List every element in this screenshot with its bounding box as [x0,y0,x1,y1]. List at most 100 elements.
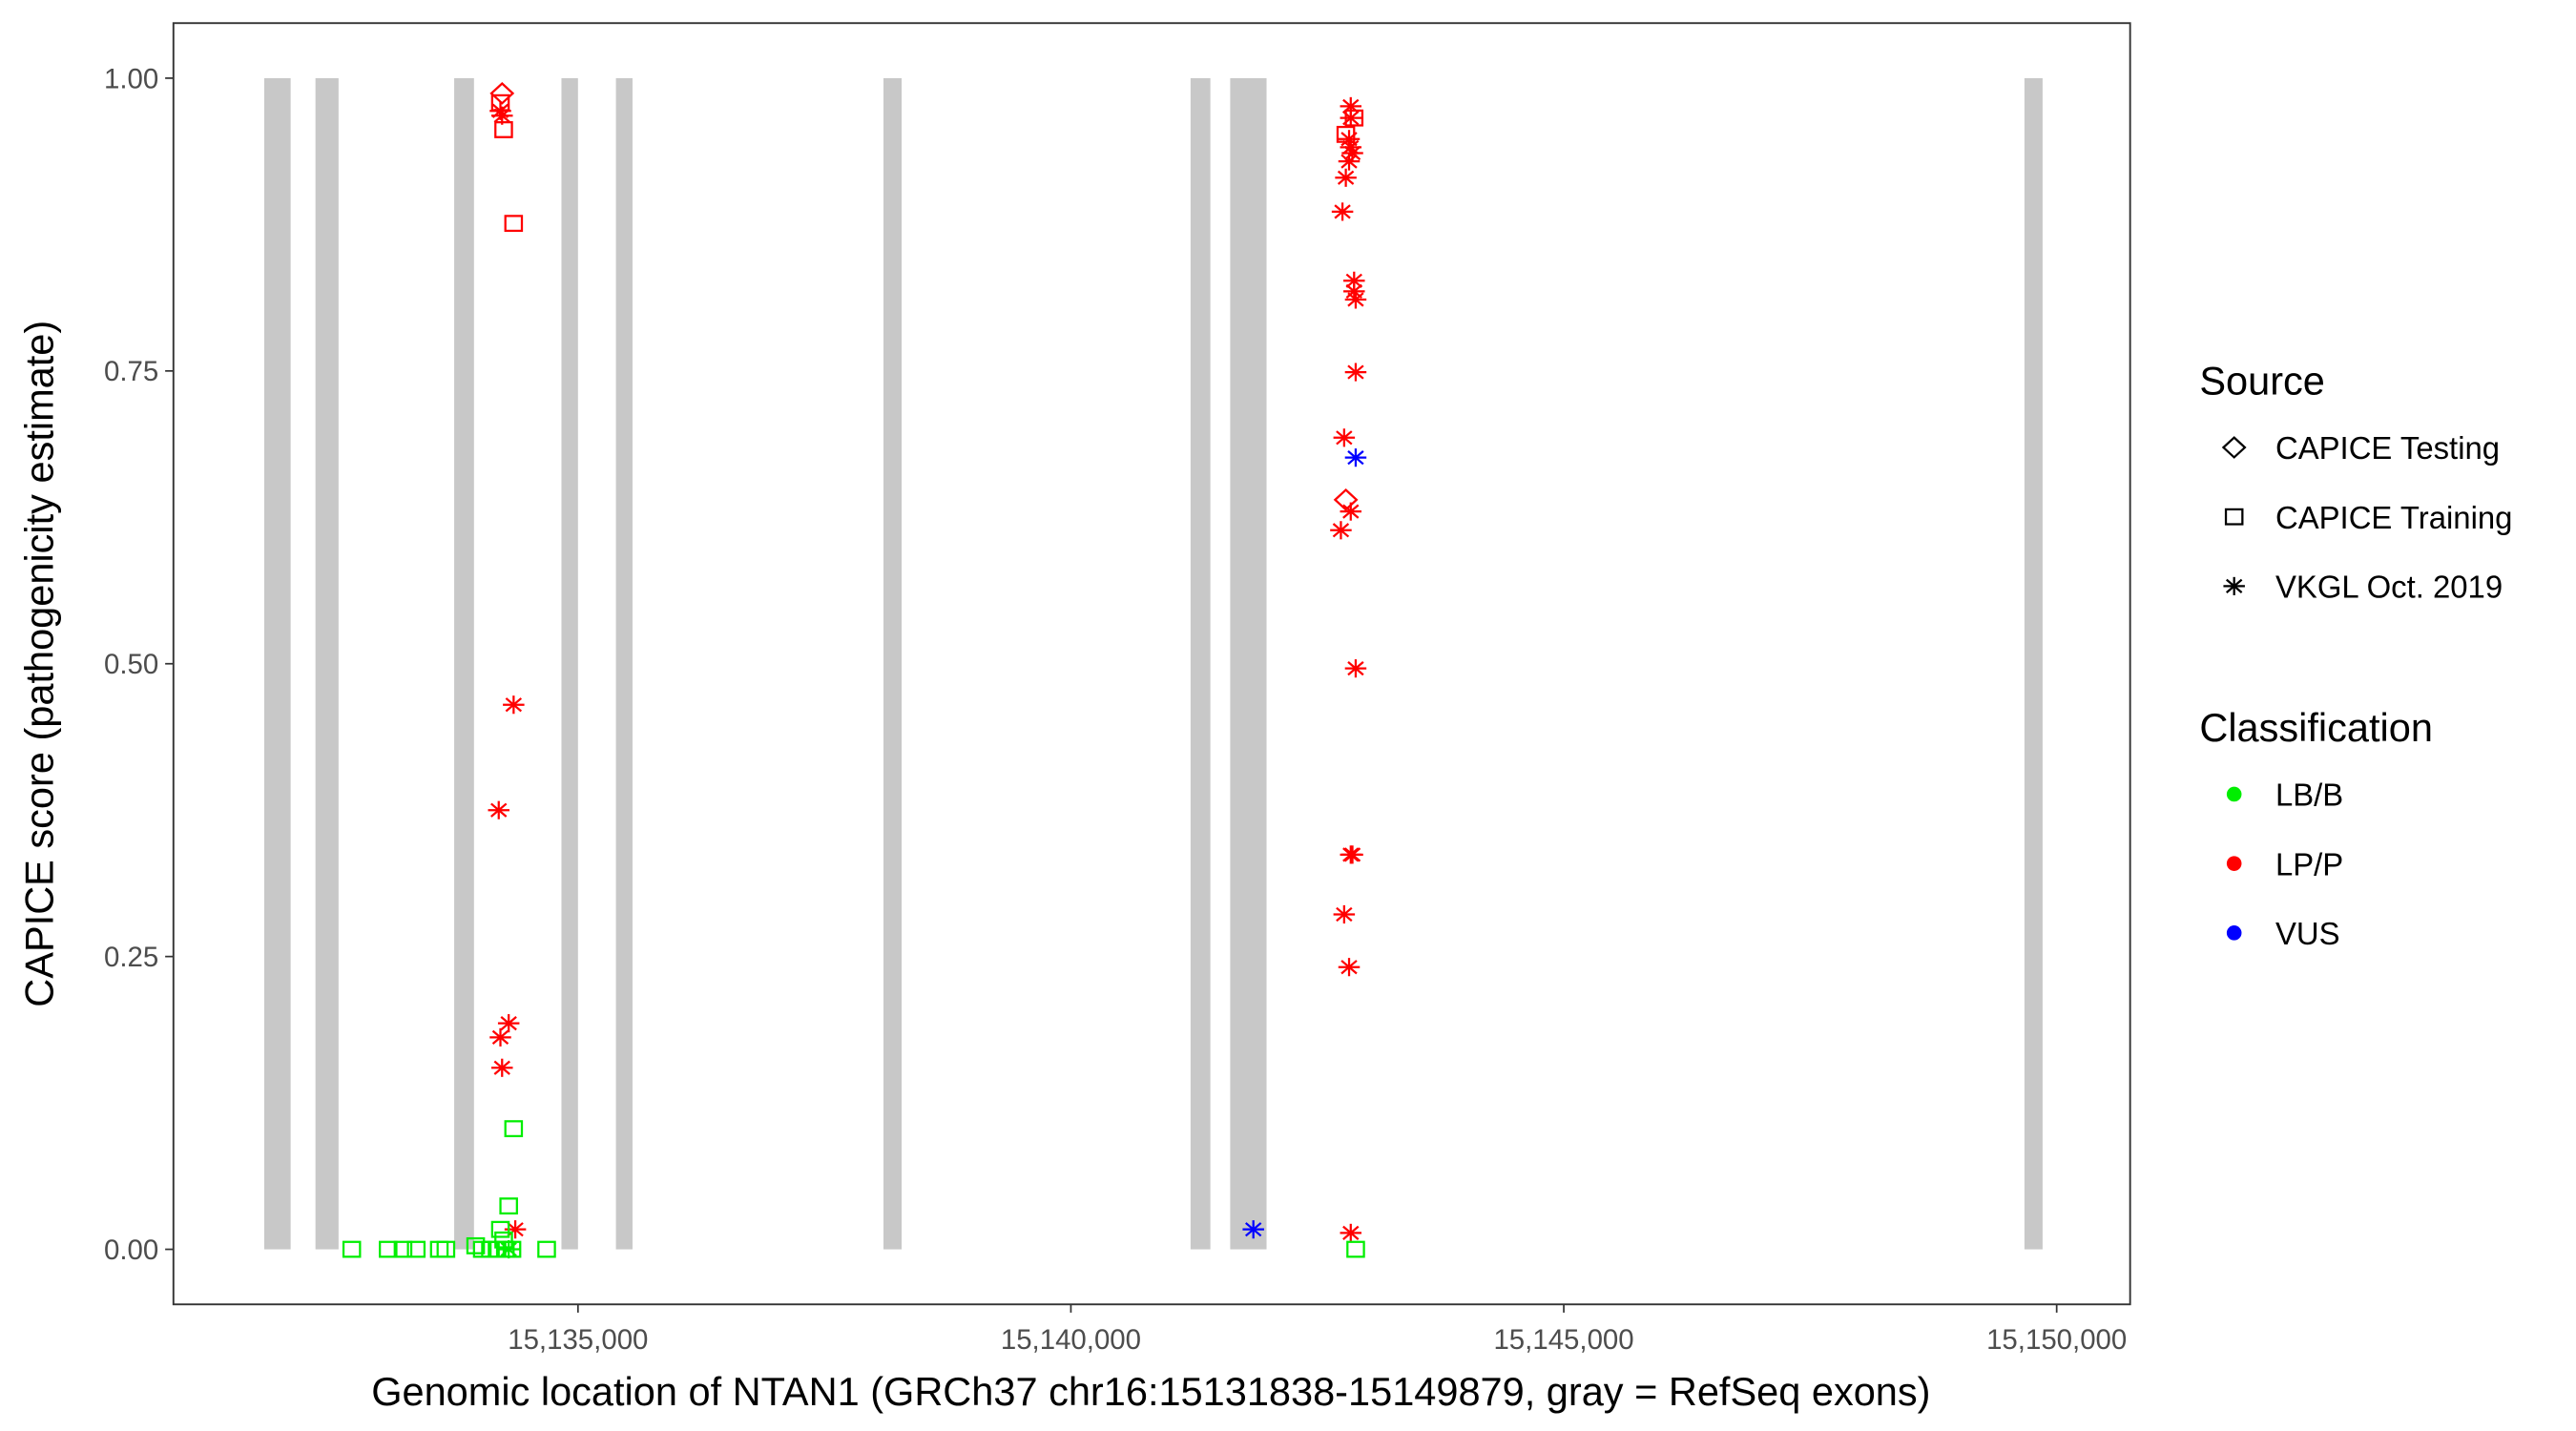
legend-diamond-icon [2221,436,2247,459]
x-tick-label: 15,135,000 [508,1324,648,1356]
y-tick-label: 0.00 [104,1234,158,1266]
y-axis-label: CAPICE score (pathogenicity estimate) [16,321,61,1007]
legend-class-label: LB/B [2275,778,2343,813]
legend-class-label: VUS [2275,916,2340,951]
asterisk-stroke [1345,283,1362,299]
asterisk-stroke [1343,847,1361,862]
data-point [1344,290,1367,309]
square-marker [1346,1240,1365,1258]
asterisk-stroke [1347,661,1364,676]
exon-band [1190,77,1211,1250]
asterisk-stroke [491,1029,509,1045]
x-axis-label: Genomic location of NTAN1 (GRCh37 chr16:… [371,1369,1930,1414]
square-marker [537,1240,556,1258]
square-marker [342,1240,362,1258]
data-point [429,1240,449,1258]
square-marker [466,1236,486,1255]
square-marker [504,215,524,233]
asterisk-stroke [1340,960,1358,975]
legend-dot-icon [2226,856,2242,871]
asterisk-stroke [500,1016,517,1031]
data-point [491,106,513,125]
asterisk-stroke [2226,578,2243,594]
exon-band [615,77,633,1250]
asterisk-stroke [1342,1225,1360,1240]
asterisk-stroke [490,802,508,818]
data-point [1346,1240,1365,1258]
y-tick-label: 1.00 [104,63,158,94]
data-point [488,800,509,819]
asterisk-stroke [493,1060,510,1075]
asterisk-stroke [1345,273,1362,288]
asterisk-stroke [1336,906,1353,923]
square-marker [379,1240,398,1258]
data-point [1333,428,1356,447]
square-marker [393,1240,413,1258]
data-point [504,215,524,233]
asterisk-stroke [1334,204,1351,219]
y-tick-label: 0.50 [104,649,158,680]
legend-dot-icon [2226,925,2242,941]
asterisk-stroke [1342,504,1360,519]
legend-source-title: Source [2199,359,2325,404]
diamond-marker [489,81,515,105]
diamond-marker [2221,436,2247,459]
data-point [489,81,515,105]
data-point [1331,202,1354,221]
exon-band [263,77,291,1250]
square-marker [436,1240,456,1258]
data-point [1344,659,1367,678]
square-marker [494,121,513,138]
data-point [436,1240,456,1258]
asterisk-stroke [505,697,523,713]
y-tick-label: 0.75 [104,356,158,387]
y-tick-label: 0.25 [104,942,158,973]
legend-dot-icon [2226,786,2242,802]
exon-band [315,77,339,1250]
asterisk-stroke [1245,1222,1262,1237]
data-point [379,1240,398,1258]
asterisk-stroke [500,1241,517,1257]
x-tick-label: 15,140,000 [1001,1324,1141,1356]
data-point [1335,168,1357,187]
data-point [1344,363,1367,382]
data-point [504,1120,524,1138]
square-marker [499,1197,518,1215]
data-point [491,1058,513,1077]
asterisk-stroke [1332,523,1350,538]
y-axis: 0.00 0.25 0.50 0.75 1.00 [104,63,174,1266]
x-tick-label: 15,145,000 [1493,1324,1633,1356]
asterisk-stroke [1340,154,1358,169]
asterisk-stroke [507,1222,524,1237]
legend-class-label: LP/P [2275,846,2343,881]
square-marker [504,1120,524,1138]
data-point [1340,502,1362,521]
data-point [499,1197,518,1215]
legend-source-label: VKGL Oct. 2019 [2275,570,2503,605]
exon-band [454,77,474,1250]
data-point [1344,448,1367,467]
asterisk-stroke [1342,139,1360,155]
data-point [1338,152,1361,171]
data-point [497,1239,520,1259]
x-axis: 15,135,000 15,140,000 15,145,000 15,150,000 [508,1304,2127,1356]
legend-classification-title: Classification [2199,705,2433,750]
asterisk-stroke [1336,430,1353,446]
data-point [466,1236,486,1255]
asterisk-stroke [1347,292,1364,307]
data-point [1344,109,1364,127]
exon-bands [263,77,2043,1250]
data-point [503,695,525,715]
data-point [393,1240,413,1258]
data-point [1330,521,1352,540]
asterisk-stroke [1347,450,1364,466]
x-tick-label: 15,150,000 [1986,1324,2127,1356]
data-point [1338,958,1361,977]
legend: Source CAPICE Testing CAPICE Training VKGL… [2199,359,2512,951]
data-point [1333,487,1359,511]
data-point [494,121,513,138]
data-point [497,1014,520,1033]
data-point [1341,845,1363,864]
square-marker [490,1220,510,1238]
